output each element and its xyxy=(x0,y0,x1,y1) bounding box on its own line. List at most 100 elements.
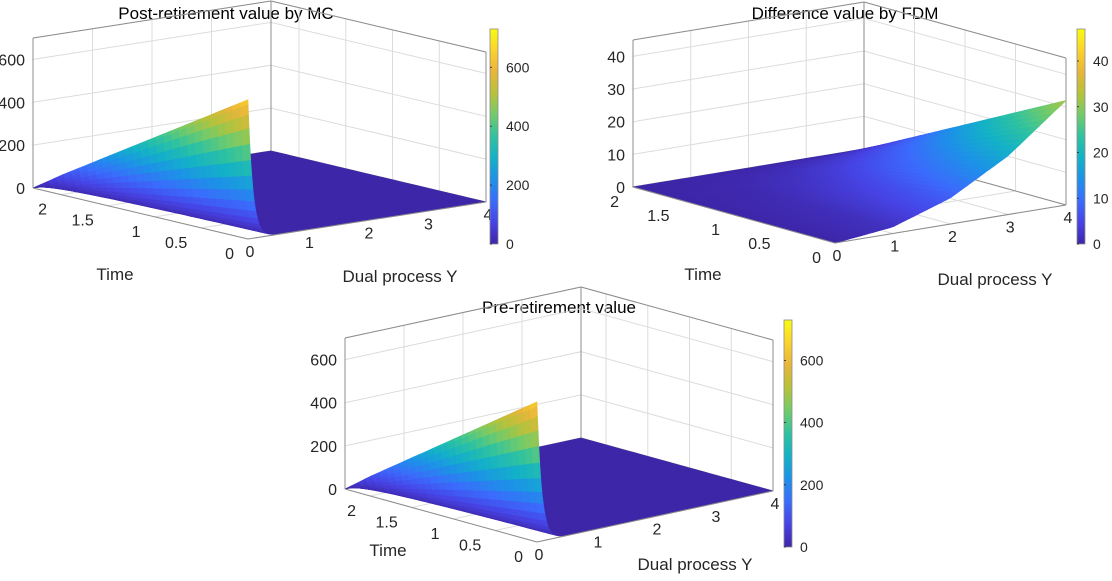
chart-post-retirement-mc: Post-retirement value by MC Dual process… xyxy=(0,0,530,286)
surface-patch xyxy=(205,177,215,190)
colorbar-tick-label: 400 xyxy=(506,118,530,134)
z-gridline xyxy=(344,351,774,406)
z-tick-label: 30 xyxy=(607,82,625,99)
surface-patch xyxy=(203,151,213,166)
surface-patch xyxy=(165,169,176,181)
time-tick-label: 0 xyxy=(812,250,821,267)
colorbar-tick-label: 200 xyxy=(506,177,530,193)
surface-patch xyxy=(236,175,246,190)
surface-patch xyxy=(225,131,235,149)
x-tick-label: 2 xyxy=(948,229,957,246)
surface-patch xyxy=(188,166,199,179)
time-axis-label: Time xyxy=(96,265,133,284)
colorbar-tick-label: 0 xyxy=(506,236,514,252)
surface-patch xyxy=(505,465,514,480)
surface-patch xyxy=(469,459,479,472)
surface-patch xyxy=(456,461,465,474)
colorbar-tick-label: 600 xyxy=(506,59,530,75)
axis-box-edge xyxy=(32,0,272,39)
z-tick-label: 40 xyxy=(607,49,625,66)
surface-patch xyxy=(241,143,252,162)
time-tick-label: 1 xyxy=(132,224,141,241)
surface-patch xyxy=(443,473,452,484)
surface-patch xyxy=(504,451,513,468)
surface-patch xyxy=(436,474,446,484)
surface-patch xyxy=(211,149,221,166)
time-axis-label: Time xyxy=(369,541,406,560)
surface-patch xyxy=(195,152,205,167)
z-gridline xyxy=(32,64,487,117)
surface-patch xyxy=(210,135,220,152)
surface-patch xyxy=(234,144,244,163)
surface-patch xyxy=(174,178,185,189)
surface-patch xyxy=(136,180,146,189)
chart-title: Difference value by FDM xyxy=(752,4,939,23)
axis-box-edge xyxy=(632,1,865,41)
colorbar-tick-label: 30 xyxy=(1093,99,1109,115)
colorbar-tick-label: 20 xyxy=(1093,145,1109,161)
surface-patch xyxy=(243,175,254,190)
surface-patch xyxy=(239,99,249,108)
colorbar xyxy=(1076,28,1086,245)
z-gridline xyxy=(32,107,487,160)
surface-patch xyxy=(246,200,257,212)
surface-patch xyxy=(484,468,494,481)
axis-box-edge xyxy=(632,186,836,244)
z-tick-label: 400 xyxy=(0,95,25,112)
surface-patch xyxy=(150,171,160,182)
time-tick-label: 2 xyxy=(38,202,47,219)
x-tick-label: 1 xyxy=(305,235,314,252)
surface-patch xyxy=(476,457,486,471)
axis-box-edge xyxy=(270,0,487,53)
surface-patch xyxy=(165,158,175,171)
surface-patch xyxy=(180,155,190,169)
time-tick-label: 1 xyxy=(711,222,720,239)
axis-box-edge xyxy=(247,201,487,240)
x-tick-label: 4 xyxy=(1064,210,1073,227)
surface-patch xyxy=(491,467,500,481)
surface-patch xyxy=(189,177,200,190)
z-tick-label: 10 xyxy=(607,147,625,164)
chart-difference-fdm: Difference value by FDM Dual process Y T… xyxy=(607,1,1109,289)
surface-patch xyxy=(135,173,145,182)
surface-patch xyxy=(463,460,472,473)
z-gridline xyxy=(632,50,1067,108)
surface-patch xyxy=(244,188,255,202)
x-tick-label: 4 xyxy=(484,207,493,224)
colorbar-tick-label: 0 xyxy=(1093,236,1101,252)
surface-patch xyxy=(105,182,116,189)
surface-patch xyxy=(211,163,222,178)
z-gridline xyxy=(344,394,774,449)
axis-box-edge xyxy=(580,286,774,341)
time-tick-label: 1.5 xyxy=(72,213,94,230)
surface-patch xyxy=(490,454,499,469)
surface-patch xyxy=(503,437,512,454)
surface-patch xyxy=(219,162,230,178)
surface-patch xyxy=(173,168,184,180)
surface-patch xyxy=(197,177,208,189)
z-tick-label: 20 xyxy=(607,115,625,132)
surface-patch xyxy=(158,170,168,181)
surface-patch xyxy=(120,181,131,189)
surface-patch xyxy=(457,471,466,483)
time-tick-label: 0.5 xyxy=(748,236,770,253)
chart-title: Pre-retirement value xyxy=(482,298,636,317)
surface-patch xyxy=(181,167,191,180)
x-tick-label: 0 xyxy=(833,248,842,265)
surface-patch xyxy=(242,159,253,177)
surface-patch xyxy=(194,140,205,155)
surface-patch xyxy=(235,160,245,177)
x-axis-label: Dual process Y xyxy=(638,555,753,574)
surface-patch xyxy=(247,209,258,219)
x-tick-label: 1 xyxy=(890,239,899,256)
surface-patch xyxy=(489,442,499,457)
colorbar-tick-label: 10 xyxy=(1093,190,1109,206)
surface-patch xyxy=(233,129,243,148)
surface-patch xyxy=(228,175,238,190)
time-axis-label: Time xyxy=(684,265,721,284)
time-tick-label: 1.5 xyxy=(647,208,669,225)
surface-patch xyxy=(227,161,237,177)
axis-box-edge xyxy=(863,1,1067,59)
x-axis-label: Dual process Y xyxy=(938,270,1053,289)
